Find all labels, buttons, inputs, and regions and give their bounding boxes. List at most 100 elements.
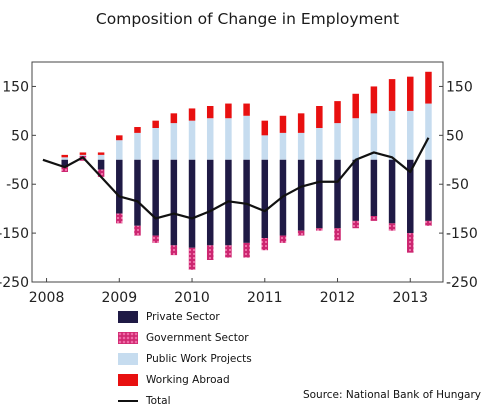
bar-working-abroad: [170, 113, 178, 124]
legend-item-private-sector: Private Sector: [118, 306, 252, 327]
bar-public-work-projects: [134, 132, 141, 160]
bar-working-abroad: [261, 120, 269, 136]
legend-label: Working Abroad: [146, 373, 230, 386]
bar-private-sector: [170, 159, 178, 246]
x-tick-label: 2012: [320, 290, 356, 306]
bar-working-abroad: [316, 106, 323, 128]
plot-frame: [31, 61, 444, 283]
y-tick-label-left: -250: [0, 275, 29, 291]
y-tick-label-left: 50: [11, 128, 29, 144]
bar-private-sector: [188, 159, 196, 248]
bar-working-abroad: [370, 86, 378, 114]
bar-government-sector: [206, 245, 214, 260]
bar-working-abroad: [243, 103, 250, 116]
bar-working-abroad: [97, 152, 105, 155]
bar-working-abroad: [206, 106, 214, 119]
bar-public-work-projects: [261, 135, 269, 160]
bar-public-work-projects: [297, 132, 305, 160]
bar-public-work-projects: [61, 157, 68, 160]
legend-swatch-working-abroad: [118, 373, 138, 386]
bar-private-sector: [261, 159, 269, 238]
bar-public-work-projects: [352, 118, 359, 160]
bar-public-work-projects: [97, 154, 105, 160]
bar-working-abroad: [425, 71, 432, 104]
bar-public-work-projects: [425, 103, 432, 160]
bar-private-sector: [206, 159, 214, 246]
bars-layer: [61, 71, 432, 270]
y-tick-label-right: -150: [446, 226, 478, 242]
chart-title: Composition of Change in Employment: [95, 10, 400, 28]
bar-public-work-projects: [152, 128, 159, 160]
bar-public-work-projects: [188, 120, 196, 160]
bar-public-work-projects: [243, 115, 250, 160]
bar-government-sector: [352, 220, 359, 229]
bar-working-abroad: [352, 93, 359, 119]
bar-government-sector: [243, 242, 250, 258]
bar-government-sector: [388, 223, 396, 231]
y-tick-label-right: -50: [446, 177, 469, 193]
y-tick-label-right: -250: [446, 275, 478, 291]
y-tick-label-right: 50: [446, 128, 464, 144]
y-tick-label-right: 150: [446, 79, 473, 95]
bar-public-work-projects: [388, 110, 396, 160]
bar-public-work-projects: [279, 132, 287, 160]
bar-private-sector: [152, 159, 159, 236]
bar-government-sector: [152, 235, 159, 243]
bar-government-sector: [370, 216, 378, 221]
legend-swatch-public-work-projects: [118, 352, 138, 365]
legend-item-working-abroad: Working Abroad: [118, 369, 252, 390]
bar-working-abroad: [79, 152, 87, 155]
legend: Private Sector Government Sector Public …: [118, 306, 252, 411]
bar-private-sector: [97, 159, 105, 170]
bar-private-sector: [388, 159, 396, 224]
legend-swatch-total: [118, 399, 138, 402]
line-total: [42, 137, 430, 220]
bar-public-work-projects: [116, 140, 123, 160]
legend-label: Total: [146, 394, 171, 407]
legend-swatch-government-sector: [118, 331, 138, 344]
bar-working-abroad: [297, 113, 305, 133]
legend-label: Private Sector: [146, 310, 220, 323]
bar-private-sector: [316, 159, 323, 229]
bar-private-sector: [370, 159, 378, 216]
y-tick-label-left: -150: [0, 226, 29, 242]
bar-government-sector: [170, 245, 178, 256]
x-tick-label: 2010: [174, 290, 210, 306]
bar-working-abroad: [388, 79, 396, 111]
bar-working-abroad: [188, 108, 196, 121]
bar-government-sector: [279, 235, 287, 243]
bar-working-abroad: [152, 120, 159, 128]
bar-private-sector: [297, 159, 305, 231]
bar-working-abroad: [134, 127, 141, 133]
x-tick-label: 2009: [101, 290, 137, 306]
bar-government-sector: [188, 247, 196, 270]
bar-working-abroad: [116, 135, 123, 141]
bar-private-sector: [61, 159, 68, 168]
bar-government-sector: [334, 228, 341, 241]
bar-government-sector: [225, 245, 232, 258]
bar-working-abroad: [334, 101, 341, 124]
bar-government-sector: [116, 213, 123, 224]
x-tick-label: 2008: [29, 290, 65, 306]
source-note: Source: National Bank of Hungary: [302, 389, 481, 401]
line-layer: [42, 137, 430, 220]
bar-working-abroad: [407, 76, 414, 111]
legend-swatch-private-sector: [118, 310, 138, 323]
bar-working-abroad: [279, 115, 287, 133]
legend-item-government-sector: Government Sector: [118, 327, 252, 348]
bar-public-work-projects: [334, 123, 341, 160]
bar-public-work-projects: [407, 110, 414, 160]
y-tick-label-left: 150: [2, 79, 29, 95]
bar-public-work-projects: [206, 118, 214, 160]
bar-private-sector: [352, 159, 359, 221]
bar-public-work-projects: [225, 118, 232, 160]
bar-private-sector: [134, 159, 141, 226]
bar-private-sector: [425, 159, 432, 221]
bar-public-work-projects: [316, 128, 323, 160]
bar-government-sector: [297, 230, 305, 236]
bar-government-sector: [261, 238, 269, 251]
x-tick-label: 2011: [247, 290, 283, 306]
legend-label: Public Work Projects: [146, 352, 252, 365]
bar-government-sector: [134, 225, 141, 236]
